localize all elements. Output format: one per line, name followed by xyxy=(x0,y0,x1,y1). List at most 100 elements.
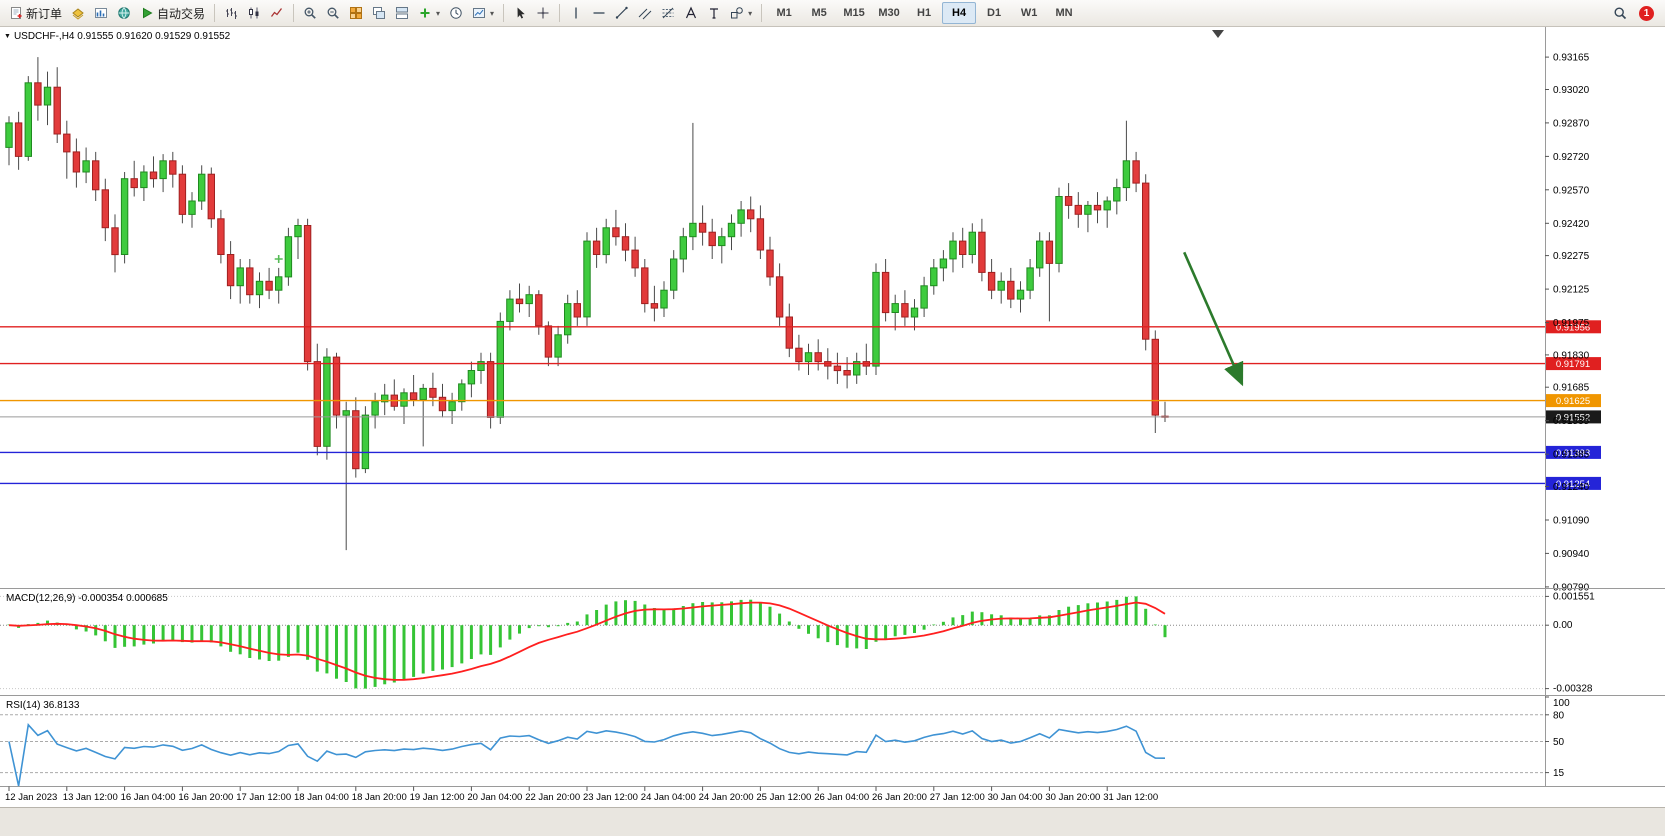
candlestick-chart-button[interactable] xyxy=(243,1,265,25)
bar-chart-icon xyxy=(224,6,238,20)
window-bottom-strip xyxy=(0,807,1665,836)
hline-price-label-support-1 xyxy=(1546,445,1601,459)
navigator-button[interactable] xyxy=(113,1,135,25)
time-axis[interactable]: 12 Jan 2023 13 Jan 12:00 16 Jan 04:00 16 Ja… xyxy=(5,786,1158,804)
line-chart-button[interactable] xyxy=(266,1,288,25)
channel-icon xyxy=(638,6,652,20)
text-button[interactable] xyxy=(680,1,702,25)
svg-text:0.91393: 0.91393 xyxy=(1556,448,1590,459)
market-watch-button[interactable] xyxy=(90,1,112,25)
text-icon xyxy=(684,6,698,20)
label-icon xyxy=(707,6,721,20)
hline-price-label-resistance-2 xyxy=(1546,357,1601,371)
fibonacci-button[interactable] xyxy=(657,1,679,25)
timeframe-mn-button[interactable]: MN xyxy=(1055,7,1073,19)
crosshair-button[interactable] xyxy=(532,1,554,25)
svg-text:25 Jan 12:00: 25 Jan 12:00 xyxy=(756,792,811,803)
svg-text:0.91685: 0.91685 xyxy=(1553,383,1590,394)
svg-text:19 Jan 12:00: 19 Jan 12:00 xyxy=(410,792,465,803)
toolbar-separator xyxy=(293,4,295,22)
timeframe-m15-button[interactable]: M15 xyxy=(843,7,865,19)
templates-button[interactable]: ▾ xyxy=(468,1,498,25)
candlestick-chart-icon xyxy=(247,6,261,20)
timeframe-m5-button[interactable]: M5 xyxy=(811,7,827,19)
svg-text:0.91830: 0.91830 xyxy=(1553,350,1590,361)
trendline-icon xyxy=(615,6,629,20)
channel-button[interactable] xyxy=(634,1,656,25)
drawing-tools-group: ▾ xyxy=(565,1,756,25)
toolbar-separator xyxy=(559,4,561,22)
arrange-windows-button[interactable] xyxy=(391,1,413,25)
svg-text:0.92275: 0.92275 xyxy=(1553,251,1590,262)
shapes-button[interactable]: ▾ xyxy=(726,1,756,25)
svg-text:0.90940: 0.90940 xyxy=(1553,549,1590,560)
indicators-button[interactable]: ▾ xyxy=(414,1,444,25)
insert-group: ▾ ▾ xyxy=(414,1,498,25)
auto-trading-button[interactable]: 自动交易 xyxy=(136,1,209,25)
timeframes-group: M1 M5 M15 M30 H1 H4 D1 W1 MN xyxy=(767,2,1081,24)
svg-text:17 Jan 12:00: 17 Jan 12:00 xyxy=(236,792,291,803)
down-arrow-annotation[interactable] xyxy=(1183,251,1244,387)
indicators-icon xyxy=(418,6,432,20)
plus-marker-annotation[interactable] xyxy=(274,255,283,263)
cursor-button[interactable] xyxy=(509,1,531,25)
vertical-line-button[interactable] xyxy=(565,1,587,25)
zoom-out-button[interactable] xyxy=(322,1,344,25)
search-button[interactable] xyxy=(1609,1,1631,25)
chart-title-row: ▼ USDCHF-,H4 0.91555 0.91620 0.91529 0.91… xyxy=(4,31,230,42)
price-axis[interactable]: 0.93165 0.93020 0.92870 0.92720 0.92570 0.924… xyxy=(1545,27,1590,786)
new-order-button[interactable]: 新订单 xyxy=(5,1,66,25)
windows-group xyxy=(345,1,413,25)
svg-text:18 Jan 04:00: 18 Jan 04:00 xyxy=(294,792,349,803)
tile-windows-button[interactable] xyxy=(345,1,367,25)
horizontal-line-button[interactable] xyxy=(588,1,610,25)
zoom-in-icon xyxy=(303,6,317,20)
chart-title: USDCHF-,H4 0.91555 0.91620 0.91529 0.915… xyxy=(13,31,231,42)
notification-badge[interactable]: 1 xyxy=(1639,5,1654,21)
dropdown-caret-icon: ▾ xyxy=(490,8,495,18)
trendline-button[interactable] xyxy=(611,1,633,25)
crosshair-icon xyxy=(536,6,550,20)
timeframe-w1-button[interactable]: W1 xyxy=(1020,7,1038,19)
timeframe-m1-button[interactable]: M1 xyxy=(776,7,792,19)
svg-text:13 Jan 12:00: 13 Jan 12:00 xyxy=(63,792,118,803)
zoom-in-button[interactable] xyxy=(299,1,321,25)
candles-layer xyxy=(5,57,1169,551)
svg-text:26 Jan 20:00: 26 Jan 20:00 xyxy=(872,792,927,803)
new-order-icon xyxy=(9,6,23,20)
profiles-button[interactable] xyxy=(67,1,89,25)
main-toolbar: 新订单 自动交易 ▾ ▾ ▾ M1 M5 M15 M30 H1 H4 D1 W1 MN 1 xyxy=(0,0,1665,27)
timeframe-h4-button[interactable]: H4 xyxy=(942,2,977,24)
svg-text:0.91625: 0.91625 xyxy=(1556,396,1590,407)
hline-price-label-pivot xyxy=(1546,394,1601,408)
timeframe-m30-button[interactable]: M30 xyxy=(878,7,900,19)
svg-text:0.93165: 0.93165 xyxy=(1553,53,1590,64)
toolbar-separator xyxy=(214,4,216,22)
svg-text:0.92720: 0.92720 xyxy=(1553,152,1590,163)
cascade-windows-button[interactable] xyxy=(368,1,390,25)
svg-text:31 Jan 12:00: 31 Jan 12:00 xyxy=(1103,792,1158,803)
market-watch-icon xyxy=(94,6,108,20)
bar-chart-button[interactable] xyxy=(220,1,242,25)
svg-text:27 Jan 12:00: 27 Jan 12:00 xyxy=(930,792,985,803)
macd-signal-line xyxy=(8,601,1166,681)
svg-text:0.91975: 0.91975 xyxy=(1553,318,1590,329)
timeframe-d1-button[interactable]: D1 xyxy=(987,7,1002,19)
svg-text:18 Jan 20:00: 18 Jan 20:00 xyxy=(352,792,407,803)
profiles-icon xyxy=(71,6,85,20)
svg-text:30 Jan 04:00: 30 Jan 04:00 xyxy=(988,792,1043,803)
symbol-collapse-triangle-icon[interactable]: ▼ xyxy=(4,33,11,40)
chart-shift-marker[interactable] xyxy=(1212,30,1224,38)
svg-text:30 Jan 20:00: 30 Jan 20:00 xyxy=(1045,792,1100,803)
cursor-group xyxy=(509,1,554,25)
timeframe-h1-button[interactable]: H1 xyxy=(917,7,932,19)
hline-price-label-current-price xyxy=(1546,410,1601,424)
label-button[interactable] xyxy=(703,1,725,25)
svg-text:22 Jan 20:00: 22 Jan 20:00 xyxy=(525,792,580,803)
svg-text:0.91552: 0.91552 xyxy=(1556,412,1590,423)
period-button[interactable] xyxy=(445,1,467,25)
search-icon xyxy=(1613,6,1627,20)
macd-indicator-label: MACD(12,26,9) -0.000354 0.000685 xyxy=(6,593,168,604)
